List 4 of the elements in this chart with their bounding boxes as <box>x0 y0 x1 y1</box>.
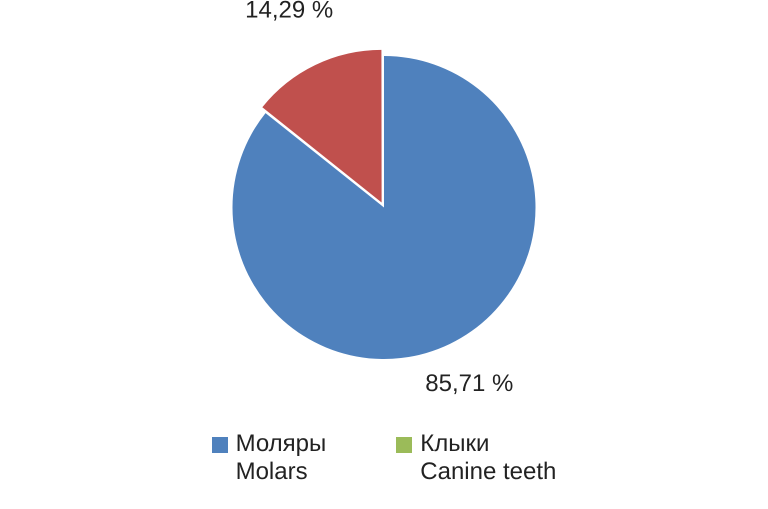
legend-label: Клыки Canine teeth <box>420 430 556 486</box>
data-label: 14,29 % <box>245 0 334 24</box>
data-label: 85,71 % <box>425 370 514 398</box>
legend-label: Моляры Molars <box>236 430 326 486</box>
